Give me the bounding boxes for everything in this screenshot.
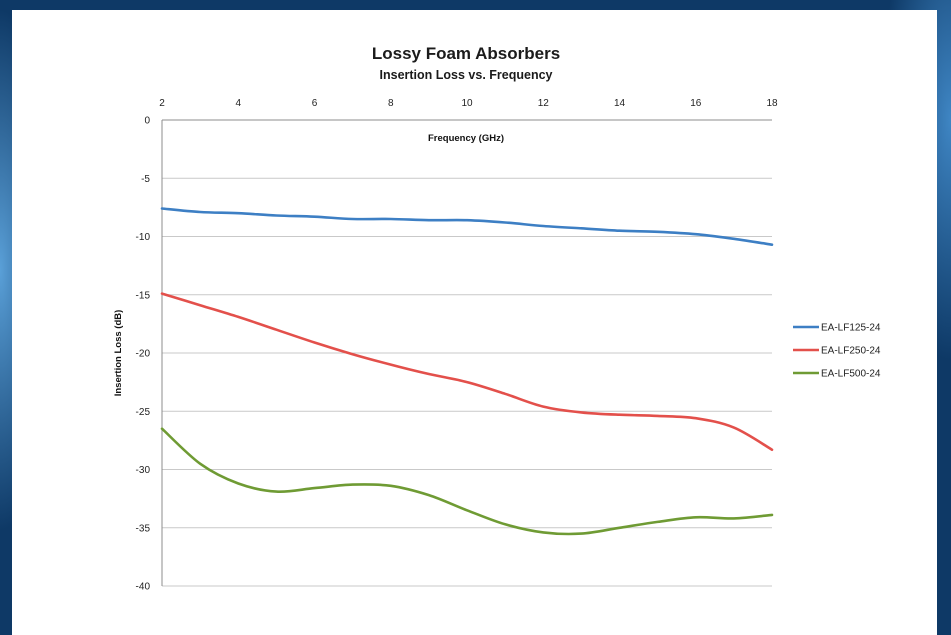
series-line-ea-lf125-24 — [160, 207, 774, 246]
x-tick-label: 8 — [388, 98, 394, 109]
x-tick-label: 16 — [690, 98, 702, 109]
x-tick-label: 10 — [461, 98, 473, 109]
chart-panel — [12, 10, 937, 635]
series-layer — [160, 207, 774, 536]
legend-label-ea-lf250-24: EA-LF250-24 — [821, 346, 881, 357]
chart-subtitle: Insertion Loss vs. Frequency — [380, 68, 553, 82]
y-tick-label: -5 — [141, 174, 150, 185]
y-tick-label: -25 — [136, 407, 151, 418]
legend-label-ea-lf125-24: EA-LF125-24 — [821, 323, 881, 334]
chart-title: Lossy Foam Absorbers — [372, 44, 560, 63]
tick-layer: 0 -5 -10 -15 -20 -25 -30 -35 -40 2 4 6 8 10 12 14 16 18 — [136, 98, 778, 593]
x-tick-label: 14 — [614, 98, 626, 109]
series-line-ea-lf250-24 — [160, 292, 774, 451]
y-tick-label: -15 — [136, 290, 151, 301]
y-tick-label: -40 — [136, 582, 151, 593]
y-tick-label: -20 — [136, 349, 151, 360]
x-axis-title: Frequency (GHz) — [428, 133, 504, 144]
x-tick-label: 4 — [235, 98, 241, 109]
y-tick-label: -30 — [136, 465, 151, 476]
y-axis-title: Insertion Loss (dB) — [113, 310, 124, 397]
x-tick-label: 2 — [159, 98, 165, 109]
x-tick-label: 18 — [766, 98, 778, 109]
x-tick-label: 6 — [312, 98, 318, 109]
legend: EA-LF125-24 EA-LF250-24 EA-LF500-24 — [793, 323, 881, 380]
series-line-ea-lf500-24 — [160, 427, 774, 536]
legend-label-ea-lf500-24: EA-LF500-24 — [821, 369, 881, 380]
y-tick-label: 0 — [144, 116, 150, 127]
y-tick-label: -35 — [136, 523, 151, 534]
x-tick-label: 12 — [538, 98, 550, 109]
y-tick-label: -10 — [136, 232, 151, 243]
grid-layer — [161, 119, 772, 587]
